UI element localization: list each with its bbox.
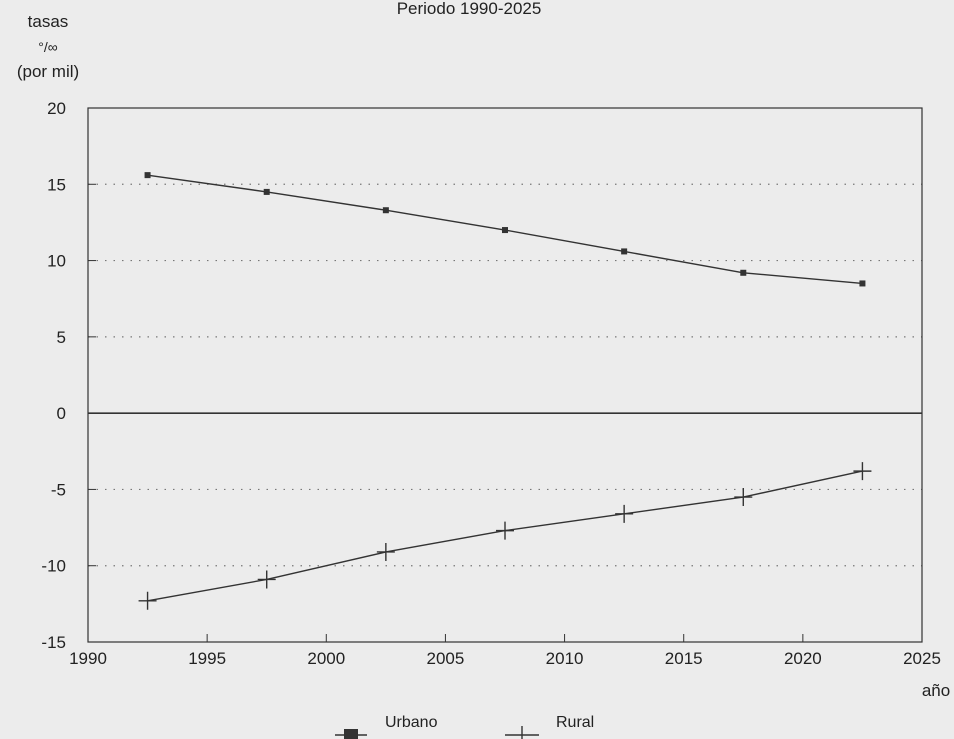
series-layer <box>138 172 872 610</box>
series-urbano <box>144 172 866 287</box>
chart-title: Periodo 1990-2025 <box>397 0 542 18</box>
point-urbano-2007.5 <box>502 227 508 234</box>
point-rural-2007.5 <box>496 521 514 540</box>
legend: Urbano Rural <box>335 714 594 739</box>
tick-label-x-2005: 2005 <box>427 649 465 668</box>
tick-label-y-10: 10 <box>47 252 66 271</box>
point-rural-2002.5 <box>376 542 395 561</box>
tick-label-x-2010: 2010 <box>546 649 584 668</box>
tick-label-y--10: -10 <box>41 557 66 576</box>
legend-symbol-urbano <box>344 729 358 739</box>
tick-label-y--5: -5 <box>51 480 66 499</box>
legend-item-rural: Rural <box>505 714 594 739</box>
y-axis-title-line1: tasas <box>28 12 69 31</box>
legend-marker-urbano <box>335 729 367 739</box>
point-rural-2017.5 <box>734 488 753 507</box>
point-rural-1992.5 <box>138 591 157 610</box>
y-axis-title-line2: °/∞ <box>38 39 57 55</box>
point-urbano-2012.5 <box>621 248 628 255</box>
tick-label-x-2000: 2000 <box>307 649 345 668</box>
plot-frame <box>87 107 923 643</box>
tick-label-y--15: -15 <box>41 633 66 652</box>
x-axis-title: año <box>922 681 950 700</box>
point-urbano-2022.5 <box>859 280 866 287</box>
point-urbano-1997.5 <box>263 188 270 195</box>
tick-label-x-2020: 2020 <box>784 649 822 668</box>
tick-label-y-0: 0 <box>57 404 66 423</box>
point-rural-2012.5 <box>615 504 634 523</box>
tick-label-y-5: 5 <box>57 328 66 347</box>
point-urbano-1992.5 <box>144 172 151 179</box>
legend-label-urbano: Urbano <box>385 714 438 731</box>
tick-label-x-1995: 1995 <box>188 649 226 668</box>
tick-label-x-2015: 2015 <box>665 649 703 668</box>
y-axis-title: tasas °/∞ (por mil) <box>17 12 79 81</box>
tick-label-x-2025: 2025 <box>903 649 941 668</box>
point-urbano-2002.5 <box>382 207 389 214</box>
y-axis-title-line3: (por mil) <box>17 62 79 81</box>
grid-lines <box>88 183 922 567</box>
point-rural-2022.5 <box>853 462 872 481</box>
point-urbano-2017.5 <box>740 269 747 276</box>
point-rural-1997.5 <box>257 570 276 589</box>
series-rural <box>138 462 872 610</box>
legend-marker-rural <box>505 726 539 739</box>
tick-label-y-20: 20 <box>47 99 66 118</box>
legend-label-rural: Rural <box>556 714 594 731</box>
legend-item-urbano: Urbano <box>335 714 438 739</box>
tick-label-y-15: 15 <box>47 175 66 194</box>
tick-label-x-1990: 1990 <box>69 649 107 668</box>
